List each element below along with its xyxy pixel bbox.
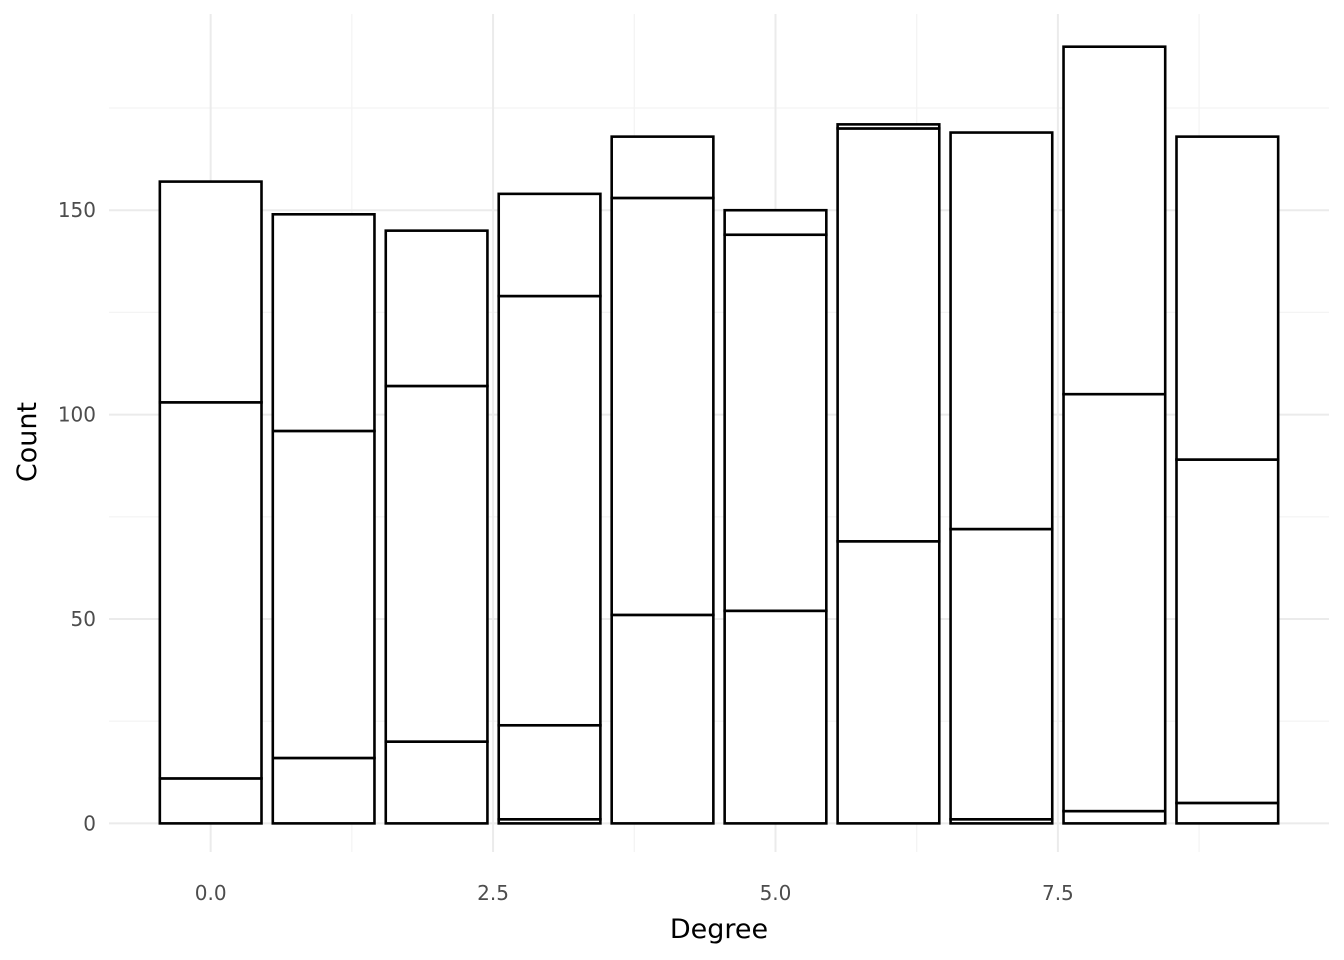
bar-segment-degree-0-layer-3 (158, 180, 263, 404)
bar-segment-degree-9-layer-2 (1175, 458, 1280, 805)
bar-segment-degree-9-layer-3 (1175, 135, 1280, 461)
bar-segment-degree-2-layer-3 (384, 229, 489, 388)
bars-layer (158, 45, 1280, 825)
bar-segment-degree-6-layer-2 (836, 127, 941, 543)
bar-segment-degree-7-layer-3 (949, 131, 1054, 531)
bar-segment-degree-3-layer-2 (497, 723, 602, 821)
bar-segment-degree-1-layer-3 (271, 213, 376, 433)
y-axis-title: Count (12, 402, 43, 482)
bar-segment-degree-1-layer-2 (271, 429, 376, 760)
bar-segment-degree-3-layer-4 (497, 192, 602, 298)
y-tick-label: 0 (83, 811, 96, 835)
bar-segment-degree-2-layer-2 (384, 384, 489, 743)
bar-segment-degree-1-layer-1 (271, 756, 376, 825)
bar-segment-degree-7-layer-2 (949, 527, 1054, 821)
bar-segment-degree-8-layer-1 (1062, 809, 1167, 825)
bar-segment-degree-5-layer-3 (723, 208, 828, 237)
bar-segment-degree-0-layer-2 (158, 401, 263, 780)
bar-segment-degree-2-layer-1 (384, 740, 489, 825)
x-axis-title: Degree (670, 914, 768, 945)
bar-segment-degree-3-layer-3 (497, 294, 602, 727)
y-tick-label: 150 (58, 198, 96, 222)
bar-segment-degree-4-layer-3 (610, 135, 715, 200)
x-tick-label: 7.5 (1042, 881, 1074, 905)
y-tick-label: 50 (71, 607, 96, 631)
bar-segment-degree-6-layer-1 (836, 540, 941, 825)
bar-segment-degree-5-layer-2 (723, 233, 828, 613)
bar-segment-degree-4-layer-1 (610, 613, 715, 825)
x-tick-label: 5.0 (760, 881, 792, 905)
bar-segment-degree-6-layer-3 (836, 123, 941, 130)
ticks-layer: 0.0 2.5 5.0 7.5 0 50 100 150 (58, 198, 1074, 905)
x-tick-label: 0.0 (195, 881, 227, 905)
y-tick-label: 100 (58, 403, 96, 427)
bar-segment-degree-9-layer-1 (1175, 801, 1280, 825)
bar-segment-degree-8-layer-3 (1062, 45, 1167, 396)
bar-segment-degree-8-layer-2 (1062, 392, 1167, 813)
bar-segment-degree-5-layer-1 (723, 609, 828, 825)
bar-segment-degree-0-layer-1 (158, 777, 263, 825)
bar-segment-degree-4-layer-2 (610, 196, 715, 617)
x-tick-label: 2.5 (477, 881, 509, 905)
